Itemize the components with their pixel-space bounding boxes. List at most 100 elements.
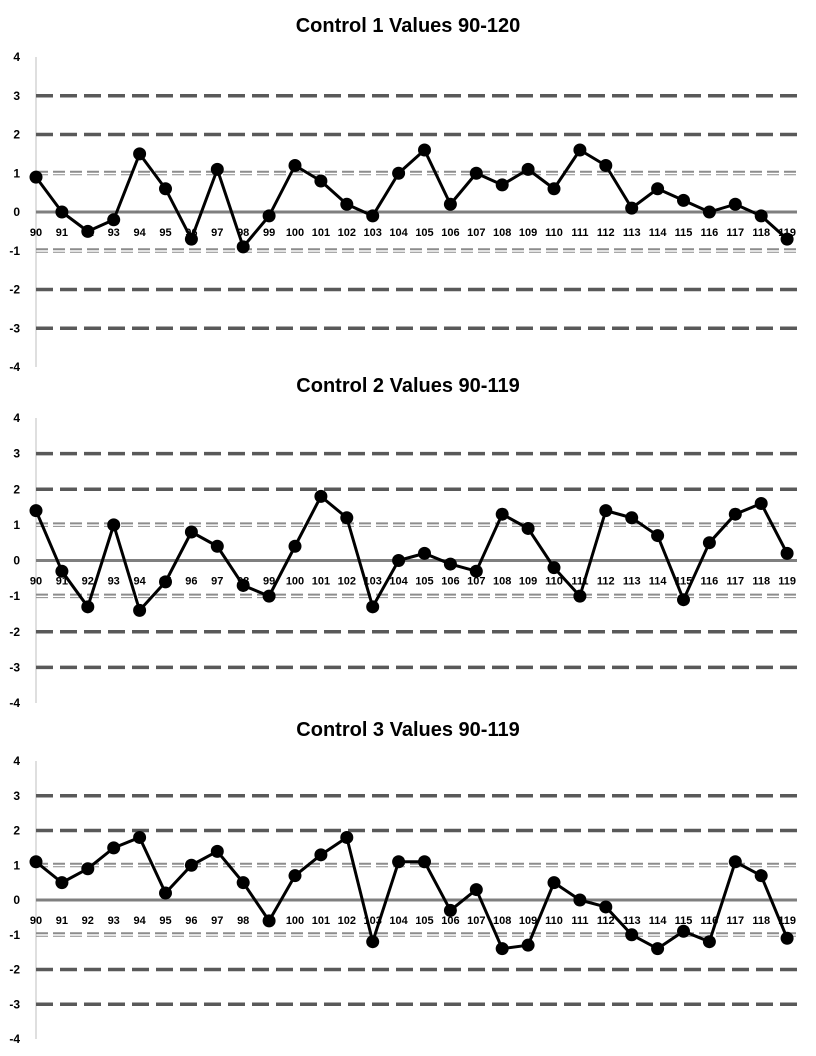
x-tick-label: 105: [415, 915, 433, 927]
chart-title: Control 1 Values 90-120: [296, 15, 521, 37]
y-tick-label: 4: [13, 50, 20, 64]
x-tick-label: 92: [82, 576, 94, 588]
control-chart-3: Control 3 Values 90-119 4 3 2 1 0 -1 -2 -3 -4 90 91…: [9, 719, 797, 1046]
y-tick-label: -3: [9, 660, 20, 674]
y-tick-label: 1: [13, 858, 20, 872]
x-tick-label: 115: [675, 227, 693, 239]
data-point: [728, 197, 742, 211]
y-tick-label: -2: [9, 283, 20, 297]
x-tick-label: 110: [545, 915, 563, 927]
x-tick-label: 106: [441, 576, 459, 588]
x-tick-label: 98: [237, 915, 249, 927]
data-point: [133, 830, 147, 844]
data-point: [210, 844, 224, 858]
x-tick-label: 106: [441, 915, 459, 927]
data-point: [754, 497, 768, 510]
data-point: [262, 209, 276, 223]
data-point: [340, 511, 354, 525]
x-tick-label: 101: [312, 576, 330, 588]
x-tick-label: 108: [493, 576, 511, 588]
x-tick-label: 104: [389, 227, 408, 239]
data-point: [495, 942, 509, 956]
y-tick-label: -3: [9, 321, 20, 335]
control-chart-2: Control 2 Values 90-119 4 3 2 1 0 -1 -2 -3 -4 90 91…: [9, 375, 797, 710]
x-tick-label: 99: [263, 576, 275, 588]
x-tick-label: 105: [415, 576, 433, 588]
x-tick-label: 114: [649, 227, 668, 239]
data-point: [625, 928, 639, 942]
x-tick-label: 119: [778, 576, 796, 588]
x-tick-label: 112: [597, 915, 615, 927]
data-point: [81, 862, 95, 876]
data-point: [55, 205, 69, 219]
x-tick-label: 109: [519, 576, 537, 588]
y-tick-label: 2: [13, 824, 20, 838]
x-tick-label: 92: [82, 915, 94, 927]
y-tick-label: 1: [13, 518, 20, 532]
data-point: [262, 589, 276, 603]
data-point: [55, 564, 69, 578]
data-point: [521, 521, 535, 535]
x-tick-label: 114: [649, 576, 668, 588]
x-tick-label: 99: [263, 227, 275, 239]
x-tick-label: 90: [30, 227, 42, 239]
x-tick-label: 114: [649, 915, 668, 927]
data-point: [314, 848, 328, 862]
x-tick-label: 112: [597, 576, 615, 588]
x-tick-label: 102: [338, 915, 356, 927]
data-point: [288, 539, 302, 553]
x-tick-label: 102: [338, 576, 356, 588]
y-tick-label: 3: [13, 789, 20, 803]
data-point: [288, 869, 302, 883]
data-point: [29, 170, 43, 184]
data-point: [184, 858, 198, 872]
x-tick-label: 117: [726, 915, 744, 927]
x-tick-label: 106: [441, 227, 459, 239]
data-point: [728, 855, 742, 869]
x-tick-label: 113: [623, 576, 641, 588]
data-point: [599, 900, 613, 914]
data-point: [55, 876, 69, 890]
data-point: [340, 830, 354, 844]
x-tick-label: 91: [56, 227, 68, 239]
x-tick-label: 107: [467, 915, 485, 927]
x-tick-label: 93: [108, 915, 120, 927]
y-tick-label: 0: [13, 554, 20, 568]
data-point: [392, 855, 406, 869]
x-tick-label: 107: [467, 576, 485, 588]
y-tick-label: 0: [13, 893, 20, 907]
x-tick-label: 94: [133, 915, 146, 927]
x-tick-label: 116: [701, 227, 719, 239]
data-point: [625, 201, 639, 215]
data-point: [366, 600, 380, 614]
control-chart-1: Control 1 Values 90-120 4 3 2 1 0 -1 -2 -3 -4 90 91…: [9, 15, 797, 374]
x-tick-label: 103: [364, 227, 382, 239]
data-point: [159, 886, 172, 900]
y-tick-label: -1: [9, 928, 20, 942]
y-tick-label: -2: [9, 963, 20, 977]
data-point: [340, 197, 354, 211]
x-tick-label: 118: [752, 915, 770, 927]
data-point: [651, 182, 665, 196]
x-tick-label: 100: [286, 915, 304, 927]
x-tick-label: 117: [726, 576, 744, 588]
data-point: [469, 166, 483, 180]
data-point: [236, 240, 250, 254]
series-line: [34, 494, 789, 612]
x-tick-label: 108: [493, 915, 511, 927]
x-tick-label: 91: [56, 915, 68, 927]
data-point: [677, 924, 690, 938]
x-tick-label: 93: [108, 576, 120, 588]
data-point: [262, 914, 276, 928]
data-point: [547, 876, 561, 890]
x-tick-label: 94: [133, 576, 146, 588]
y-tick-label: 3: [13, 89, 20, 103]
data-point: [780, 232, 794, 246]
data-point: [159, 182, 172, 196]
data-point: [159, 575, 172, 589]
data-point: [443, 903, 457, 917]
x-tick-label: 116: [701, 576, 719, 588]
y-tick-label: 4: [13, 754, 20, 768]
data-point: [495, 507, 509, 521]
